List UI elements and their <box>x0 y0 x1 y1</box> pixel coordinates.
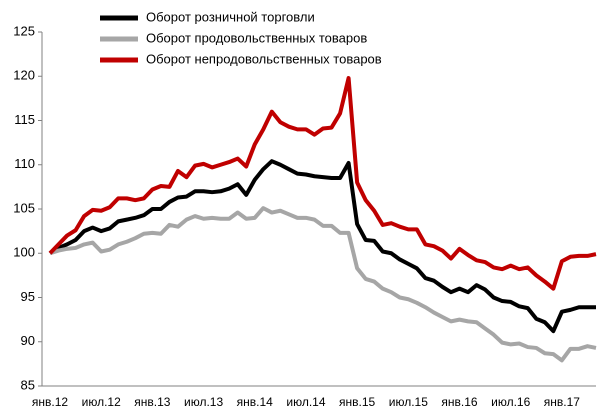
y-tick-label: 95 <box>21 289 35 304</box>
x-tick-label: янв.12 <box>32 395 69 409</box>
legend-label: Оборот продовольственных товаров <box>146 30 367 45</box>
legend-label: Оборот розничной торговли <box>146 9 315 24</box>
y-tick-label: 105 <box>13 200 35 215</box>
y-tick-label: 85 <box>21 377 35 392</box>
y-tick-label: 90 <box>21 333 35 348</box>
x-tick-label: июл.14 <box>286 395 325 409</box>
y-tick-label: 115 <box>14 112 35 127</box>
x-tick-label: янв.16 <box>441 395 478 409</box>
x-tick-label: янв.13 <box>134 395 171 409</box>
x-tick-label: июл.16 <box>491 395 530 409</box>
x-tick-label: янв.17 <box>544 395 581 409</box>
series-line <box>49 206 597 363</box>
series-line <box>48 159 596 334</box>
y-tick-label: 100 <box>13 245 35 260</box>
x-tick-label: янв.14 <box>237 395 274 409</box>
x-tick-label: июл.15 <box>389 395 428 409</box>
series-line <box>48 76 597 291</box>
x-tick-label: янв.15 <box>339 395 376 409</box>
x-tick-label: июл.12 <box>82 395 121 409</box>
x-tick-label: июл.13 <box>184 395 223 409</box>
y-tick-label: 110 <box>14 156 35 171</box>
y-tick-label: 125 <box>13 23 35 38</box>
y-tick-label: 120 <box>13 68 35 83</box>
legend-label: Оборот непродовольственных товаров <box>146 51 382 66</box>
